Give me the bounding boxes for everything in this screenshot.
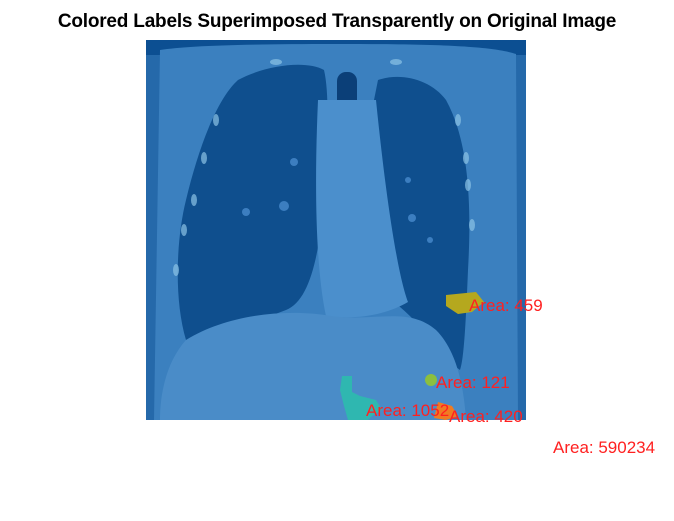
region-area-1052 (340, 376, 382, 420)
mediastinum (316, 100, 408, 318)
figure-title: Colored Labels Superimposed Transparentl… (57, 11, 617, 32)
abdomen (160, 312, 466, 420)
region-area-459 (446, 292, 484, 314)
area-label-121: Area: 121 (436, 373, 510, 392)
rib-markers (173, 59, 475, 276)
region-area-121 (425, 374, 437, 386)
area-label-590234: Area: 590234 (553, 438, 656, 457)
left-lung (177, 64, 328, 340)
lung-vessels (242, 158, 433, 243)
area-label-420: Area: 420 (449, 407, 523, 426)
region-area-420 (434, 402, 458, 420)
area-label-459: Area: 459 (469, 296, 543, 315)
ct-image-with-label-overlay (146, 40, 526, 420)
area-label-1052: Area: 1052 (366, 401, 450, 420)
